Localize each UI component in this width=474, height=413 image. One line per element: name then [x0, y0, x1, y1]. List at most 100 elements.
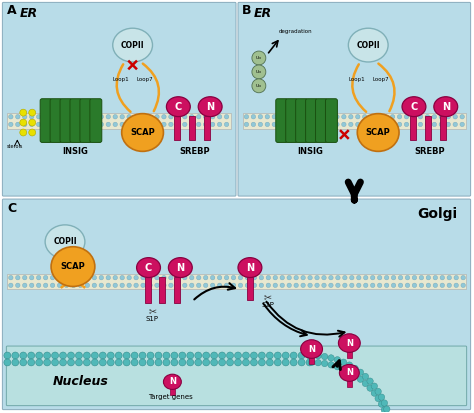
Circle shape	[29, 129, 36, 136]
Circle shape	[203, 122, 208, 127]
Circle shape	[218, 122, 222, 127]
Circle shape	[376, 114, 381, 119]
Circle shape	[71, 122, 76, 127]
Circle shape	[29, 283, 34, 287]
Text: Nucleus: Nucleus	[53, 375, 109, 388]
Circle shape	[290, 359, 297, 366]
Circle shape	[155, 359, 162, 366]
Circle shape	[287, 275, 292, 280]
Circle shape	[440, 275, 445, 280]
Circle shape	[398, 275, 403, 280]
Circle shape	[197, 283, 201, 287]
Circle shape	[439, 122, 444, 127]
Bar	[204, 116, 210, 140]
Circle shape	[176, 114, 180, 119]
Circle shape	[371, 283, 375, 287]
Text: N: N	[346, 339, 353, 348]
Text: N: N	[346, 368, 353, 377]
Circle shape	[418, 114, 423, 119]
Circle shape	[352, 372, 358, 379]
Circle shape	[321, 114, 325, 119]
Circle shape	[190, 122, 194, 127]
Circle shape	[210, 114, 215, 119]
Circle shape	[258, 359, 265, 366]
Circle shape	[346, 362, 353, 368]
Circle shape	[384, 283, 389, 287]
Circle shape	[454, 275, 458, 280]
Circle shape	[169, 122, 173, 127]
Circle shape	[274, 359, 281, 366]
Circle shape	[203, 359, 210, 366]
Circle shape	[60, 359, 66, 366]
Circle shape	[367, 378, 373, 385]
Circle shape	[218, 283, 222, 287]
Circle shape	[369, 122, 374, 127]
Bar	[189, 116, 195, 140]
Circle shape	[306, 352, 313, 359]
Circle shape	[301, 283, 305, 287]
Circle shape	[336, 275, 340, 280]
Circle shape	[322, 283, 326, 287]
Circle shape	[426, 283, 430, 287]
Circle shape	[356, 114, 360, 119]
Text: C: C	[145, 263, 152, 273]
Text: S1P: S1P	[146, 316, 159, 322]
Circle shape	[307, 114, 311, 119]
Circle shape	[321, 122, 325, 127]
Circle shape	[404, 122, 409, 127]
Circle shape	[99, 283, 103, 287]
Circle shape	[148, 283, 152, 287]
Circle shape	[197, 122, 201, 127]
Circle shape	[127, 275, 131, 280]
Circle shape	[67, 352, 74, 359]
Circle shape	[219, 352, 226, 359]
FancyBboxPatch shape	[60, 99, 72, 142]
Circle shape	[298, 352, 305, 359]
Circle shape	[52, 359, 59, 366]
Circle shape	[148, 275, 152, 280]
Circle shape	[113, 283, 118, 287]
Circle shape	[210, 359, 218, 366]
FancyBboxPatch shape	[40, 99, 52, 142]
FancyBboxPatch shape	[80, 99, 92, 142]
Circle shape	[265, 122, 270, 127]
Bar	[347, 351, 352, 358]
Circle shape	[131, 352, 138, 359]
Text: INSIG: INSIG	[62, 147, 88, 157]
Text: SREBP: SREBP	[179, 147, 210, 157]
Circle shape	[85, 283, 90, 287]
Circle shape	[9, 283, 13, 287]
Circle shape	[75, 359, 82, 366]
Circle shape	[9, 122, 13, 127]
Circle shape	[210, 352, 218, 359]
Circle shape	[335, 114, 339, 119]
Circle shape	[127, 114, 131, 119]
Circle shape	[384, 275, 389, 280]
Circle shape	[224, 283, 229, 287]
Circle shape	[71, 283, 76, 287]
Circle shape	[412, 275, 417, 280]
Circle shape	[286, 122, 291, 127]
Ellipse shape	[434, 97, 458, 116]
Circle shape	[36, 359, 43, 366]
Circle shape	[57, 283, 62, 287]
Bar	[425, 116, 431, 140]
Circle shape	[9, 275, 13, 280]
Circle shape	[363, 114, 367, 119]
Text: C: C	[175, 102, 182, 112]
Circle shape	[179, 352, 186, 359]
Circle shape	[148, 122, 152, 127]
FancyBboxPatch shape	[286, 99, 298, 142]
FancyBboxPatch shape	[306, 99, 318, 142]
Text: C: C	[410, 102, 418, 112]
Circle shape	[375, 388, 381, 395]
Circle shape	[162, 275, 166, 280]
Circle shape	[266, 359, 273, 366]
Circle shape	[350, 283, 354, 287]
Circle shape	[203, 114, 208, 119]
Text: N: N	[246, 263, 254, 273]
Circle shape	[147, 352, 154, 359]
Circle shape	[294, 275, 298, 280]
Circle shape	[309, 359, 315, 366]
Circle shape	[321, 354, 328, 360]
